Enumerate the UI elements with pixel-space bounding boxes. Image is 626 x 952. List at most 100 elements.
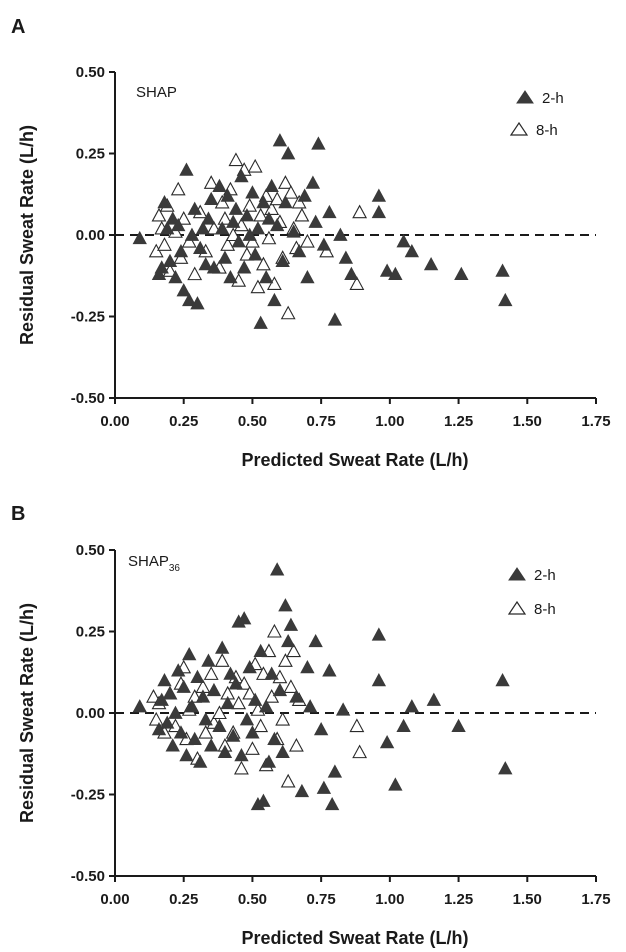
x-tick-label: 0.00 — [100, 413, 129, 430]
point-8h — [269, 191, 285, 206]
point-2h — [132, 230, 147, 245]
point-2h — [171, 663, 186, 677]
axis-ticks: 0.00 0.25 0.50 0.75 1.00 1.25 1.50 1.75 -0.50 -0.… — [71, 542, 611, 908]
point-2h — [316, 780, 332, 794]
x-tick-label: 1.75 — [581, 413, 610, 430]
point-2h — [495, 263, 510, 277]
point-8h — [157, 237, 172, 251]
point-2h — [495, 673, 510, 687]
point-2h — [371, 673, 387, 687]
point-2h — [371, 204, 387, 219]
point-2h — [261, 754, 277, 768]
point-2h — [184, 699, 200, 713]
point-8h — [203, 666, 219, 680]
point-8h — [198, 724, 214, 739]
point-2h — [267, 731, 282, 745]
point-8h — [319, 243, 335, 258]
point-2h — [168, 705, 183, 719]
point-2h — [195, 689, 211, 703]
legend: 2-h 8-h — [509, 90, 564, 139]
point-8h — [349, 718, 365, 733]
y-tick-label: 0.50 — [76, 542, 105, 559]
point-2h — [157, 673, 172, 687]
point-2h — [154, 260, 169, 274]
point-2h — [190, 669, 205, 684]
x-tick-label: 1.50 — [513, 413, 542, 430]
point-2h — [322, 663, 337, 677]
point-8h — [212, 705, 227, 720]
point-2h — [253, 643, 268, 657]
x-tick-label: 0.75 — [307, 413, 336, 430]
point-2h — [322, 204, 337, 219]
y-tick-label: -0.25 — [71, 309, 105, 326]
point-2h — [258, 699, 274, 713]
point-8h — [234, 760, 249, 775]
legend-8h-marker — [509, 121, 529, 136]
x-tick-label: 1.00 — [375, 413, 404, 430]
point-2h — [237, 611, 252, 625]
point-8h — [253, 718, 269, 733]
point-2h — [187, 731, 202, 745]
point-2h — [258, 270, 274, 284]
point-8h — [220, 237, 236, 251]
point-2h — [179, 748, 194, 762]
x-tick-label: 0.25 — [169, 891, 198, 908]
chart-panel-a: A 0.00 0.25 0.50 0.75 1.00 1.25 1.50 1.75 -0.50 -… — [11, 16, 611, 470]
point-8h — [277, 653, 293, 667]
point-8h — [266, 623, 282, 638]
point-2h — [396, 234, 411, 248]
point-8h — [283, 184, 299, 199]
point-2h — [305, 175, 321, 189]
point-8h — [242, 198, 258, 212]
point-8h — [214, 194, 230, 209]
point-2h — [256, 793, 271, 807]
point-8h — [245, 741, 260, 755]
point-2h — [454, 266, 469, 281]
point-2h — [212, 178, 227, 192]
point-2h — [193, 240, 208, 254]
point-2h — [162, 686, 178, 700]
x-tick-label: 1.50 — [513, 891, 542, 908]
point-2h — [215, 640, 230, 654]
point-2h — [269, 562, 285, 576]
point-8h — [151, 207, 167, 222]
point-2h — [198, 712, 213, 726]
point-2h — [338, 250, 354, 264]
point-2h — [253, 315, 268, 329]
point-2h — [250, 221, 266, 235]
chart-panel-b: B 0.00 0.25 0.50 0.75 1.00 1.25 1.50 1.75 -0.50 -… — [11, 503, 611, 948]
point-2h — [201, 653, 216, 667]
point-2h — [237, 260, 252, 274]
point-8h — [217, 211, 233, 225]
point-2h — [327, 764, 343, 778]
point-8h — [294, 207, 310, 222]
x-tick-label: 1.00 — [375, 891, 404, 908]
y-tick-label: -0.50 — [71, 390, 105, 407]
point-8h — [148, 711, 164, 726]
point-2h — [228, 676, 244, 690]
point-2h — [231, 234, 246, 248]
point-8h — [275, 711, 291, 726]
legend-2h-marker — [508, 567, 526, 581]
point-8h — [255, 256, 271, 271]
point-2h — [228, 201, 244, 215]
point-2h — [278, 195, 293, 209]
y-tick-label: 0.00 — [76, 705, 105, 722]
point-2h — [171, 217, 186, 232]
point-2h — [201, 211, 216, 225]
point-2h — [184, 227, 200, 241]
point-8h — [288, 737, 304, 752]
point-2h — [176, 679, 191, 693]
point-2h — [223, 666, 238, 680]
point-8h — [173, 250, 189, 264]
y-axis-title: Residual Sweat Rate (L/h) — [17, 603, 37, 823]
point-2h — [324, 796, 340, 811]
point-8h — [299, 233, 315, 248]
data-points — [132, 133, 513, 329]
point-2h — [423, 257, 439, 271]
point-2h — [264, 666, 279, 680]
point-2h — [272, 133, 288, 147]
point-2h — [242, 660, 257, 674]
point-2h — [300, 660, 315, 674]
point-2h — [335, 702, 351, 716]
